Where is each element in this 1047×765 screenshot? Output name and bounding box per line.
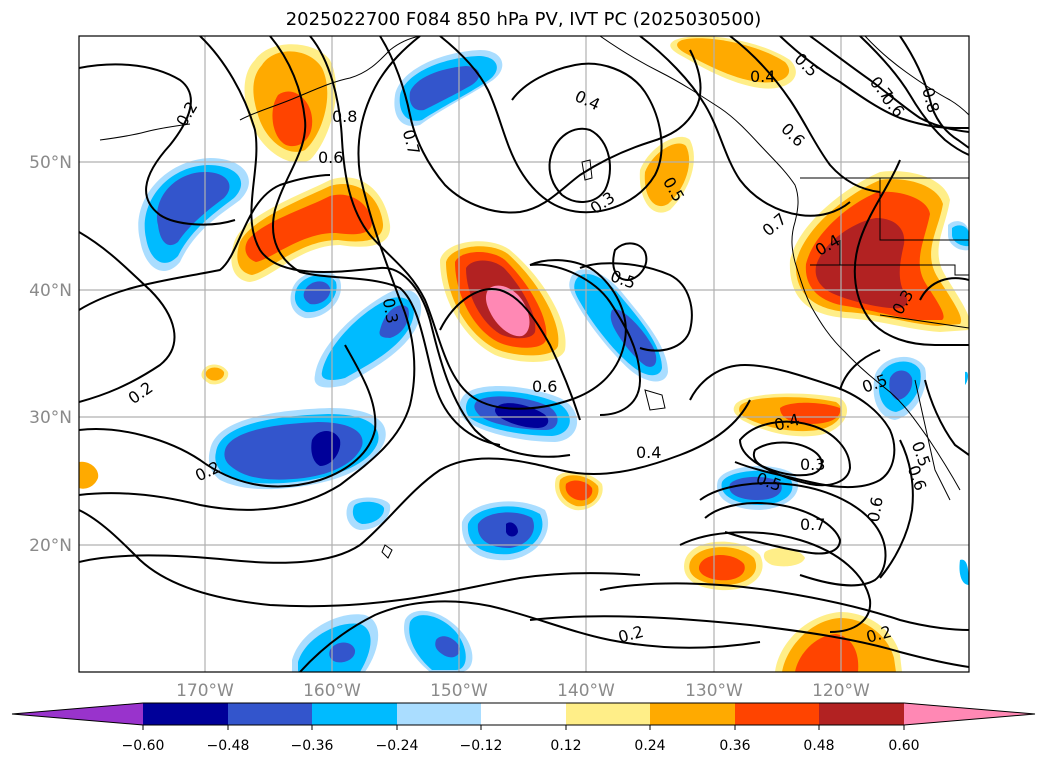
map-frame (78, 35, 970, 673)
lon-label: 150°W (430, 681, 488, 701)
contour-label: 0.4 (572, 86, 603, 114)
contour-label: 0.8 (332, 107, 357, 126)
colorbar: −0.60 −0.48 −0.36 −0.24 −0.12 0.12 0.24 … (11, 702, 1036, 754)
colorbar-tick-label: −0.12 (460, 738, 503, 754)
colorbar-swatch (566, 703, 650, 725)
lon-label: 170°W (176, 681, 234, 701)
colorbar-tick-label: −0.48 (207, 738, 250, 754)
colorbar-swatch (312, 703, 397, 725)
contour-label: 0.6 (532, 377, 557, 396)
lon-label: 160°W (303, 681, 361, 701)
colorbar-tick-label: −0.60 (122, 738, 165, 754)
colorbar-tick-label: 0.36 (719, 738, 750, 754)
colorbar-swatch (735, 703, 819, 725)
lon-labels: 170°W 160°W 150°W 140°W 130°W 120°W (176, 681, 870, 701)
colorbar-swatch (650, 703, 735, 725)
colorbar-tick-label: 0.60 (888, 738, 919, 754)
colorbar-swatch (228, 703, 312, 725)
ivt-contours (79, 36, 969, 672)
contour-label: 0.5 (791, 49, 822, 80)
contour-label: 0.7 (759, 209, 791, 240)
colorbar-tick-label: −0.36 (291, 738, 334, 754)
map-field: 0.2 0.8 0.7 0.6 0.4 0.5 0.3 0.4 0.5 0.7 … (79, 36, 969, 672)
contour-label: 0.2 (616, 622, 646, 647)
lon-label: 120°W (812, 681, 870, 701)
colorbar-swatch (481, 703, 566, 725)
contour-label: 0.4 (636, 443, 661, 462)
contour-label: 0.7 (800, 515, 825, 534)
colorbar-tick-label: 0.24 (634, 738, 665, 754)
colorbar-swatch (397, 703, 481, 725)
contour-label: 0.3 (379, 297, 402, 325)
lat-labels: 50°N 40°N 30°N 20°N (29, 153, 72, 556)
lon-label: 140°W (557, 681, 615, 701)
colorbar-swatch (12, 703, 143, 725)
colorbar-tick-label: 0.48 (803, 738, 834, 754)
contour-label: 0.2 (172, 98, 201, 130)
colorbar-swatch (143, 703, 228, 725)
gridlines (79, 36, 969, 672)
lat-label: 40°N (29, 281, 72, 301)
contour-label: 0.8 (918, 85, 943, 115)
colorbar-swatch (904, 703, 1035, 725)
lon-label: 130°W (685, 681, 743, 701)
colorbar-tick-label: 0.12 (550, 738, 581, 754)
pv-shading (79, 36, 969, 672)
contour-label: 0.6 (864, 495, 887, 523)
contour-label: 0.3 (800, 455, 825, 474)
contour-label: 0.7 (399, 127, 424, 157)
lat-label: 50°N (29, 153, 72, 173)
lat-label: 20°N (29, 536, 72, 556)
contour-label: 0.3 (587, 188, 619, 218)
contour-label: 0.6 (904, 463, 931, 493)
contour-label: 0.4 (750, 67, 775, 86)
contour-label: 0.6 (318, 148, 343, 167)
lat-label: 30°N (29, 408, 72, 428)
colorbar-tick-label: −0.24 (376, 738, 419, 754)
map-title: 2025022700 F084 850 hPa PV, IVT PC (2025… (285, 9, 762, 30)
colorbar-swatch (819, 703, 904, 725)
